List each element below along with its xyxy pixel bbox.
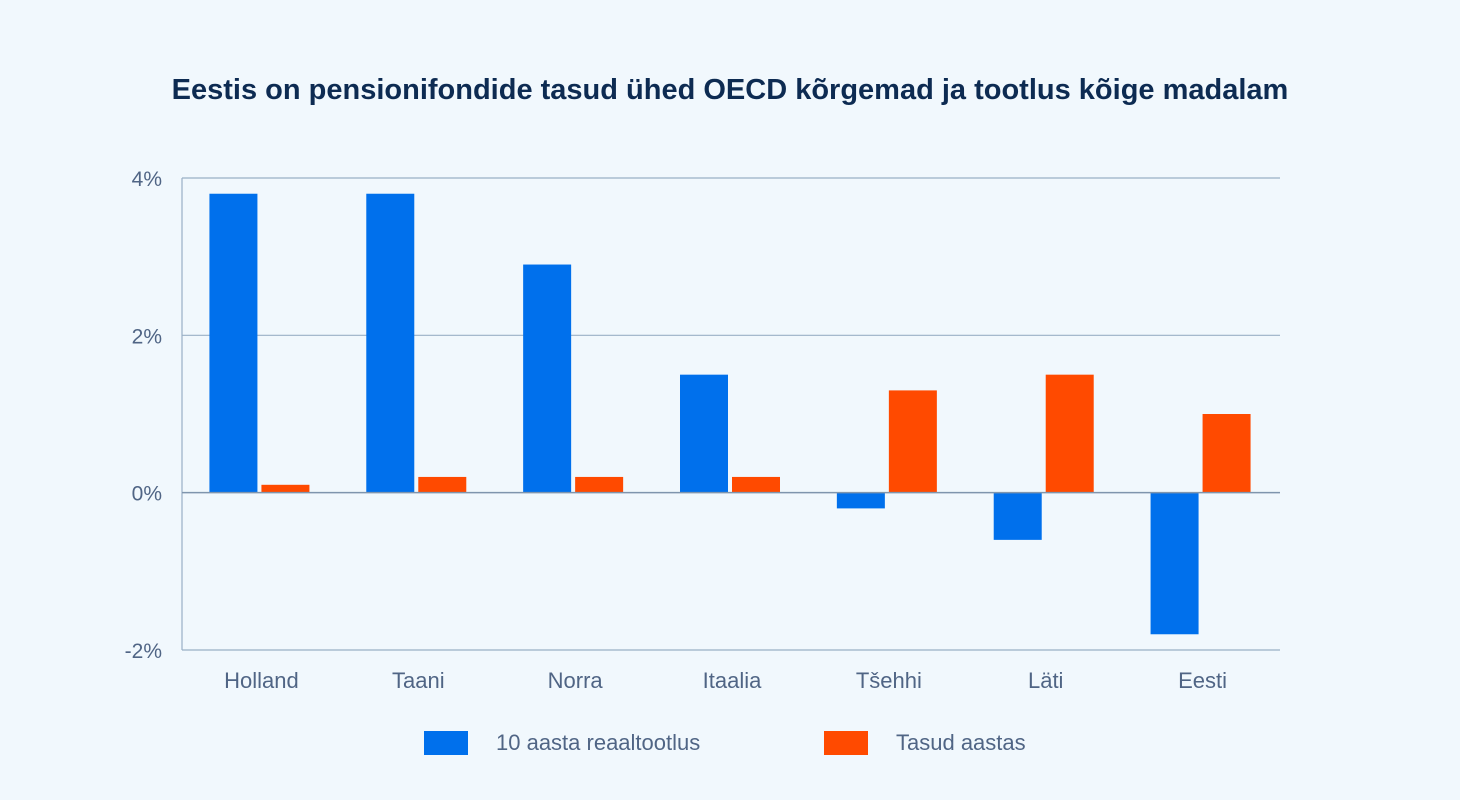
bar	[575, 476, 624, 493]
x-tick-label: Taani	[392, 668, 445, 693]
x-tick-label: Norra	[548, 668, 604, 693]
x-tick-label: Tšehhi	[856, 668, 922, 693]
bar	[418, 476, 467, 493]
x-tick-label: Läti	[1028, 668, 1063, 693]
legend-label-returns: 10 aasta reaaltootlus	[496, 730, 701, 755]
bar	[1202, 414, 1251, 493]
bar	[209, 193, 258, 493]
y-tick-label: -2%	[125, 640, 162, 663]
legend-swatch-fees	[824, 731, 868, 755]
chart-title: Eestis on pensionifondide tasud ühed OEC…	[171, 74, 1289, 106]
legend-label-fees: Tasud aastas	[896, 730, 1026, 755]
bar	[732, 476, 780, 493]
bar	[1045, 374, 1094, 493]
bar	[1150, 492, 1199, 635]
bar	[523, 264, 572, 493]
legend-item-returns: 10 aasta reaaltootlus	[424, 730, 700, 756]
x-tick-label: Itaalia	[703, 668, 762, 693]
bar	[993, 492, 1042, 540]
bar	[261, 484, 310, 493]
bar	[680, 374, 728, 493]
bar	[888, 390, 937, 493]
y-tick-label: 4%	[132, 168, 162, 191]
y-tick-label: 2%	[132, 325, 162, 348]
legend-swatch-returns	[424, 731, 468, 755]
legend-item-fees: Tasud aastas	[824, 730, 1026, 756]
bar	[836, 492, 885, 509]
y-tick-label: 0%	[132, 483, 162, 506]
x-tick-label: Holland	[224, 668, 299, 693]
legend: 10 aasta reaaltootlus Tasud aastas	[0, 730, 1460, 762]
x-tick-label: Eesti	[1178, 668, 1227, 693]
bar	[366, 193, 415, 493]
